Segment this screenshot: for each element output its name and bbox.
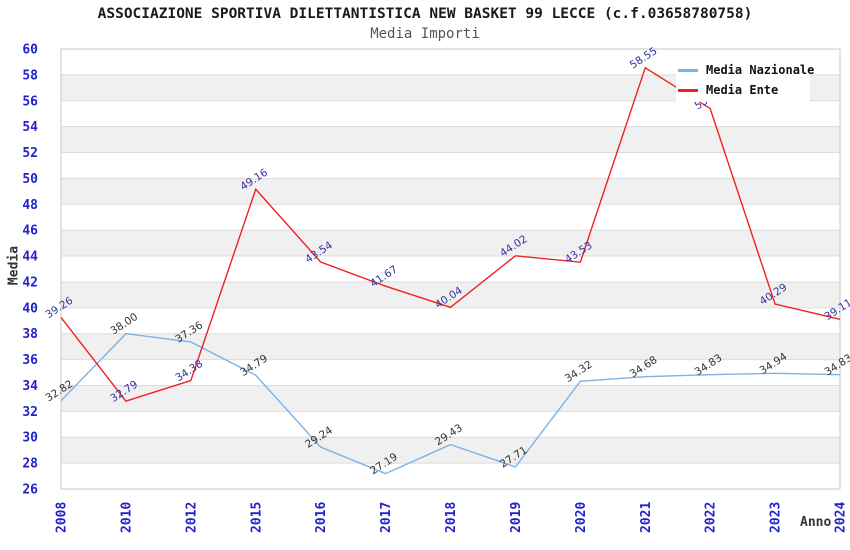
- x-tick-label: 2012: [184, 502, 199, 533]
- y-tick-label: 60: [22, 43, 38, 58]
- x-tick-label: 2017: [379, 502, 394, 533]
- x-tick-label: 2015: [249, 502, 264, 533]
- y-tick-label: 28: [22, 457, 38, 472]
- chart-title: ASSOCIAZIONE SPORTIVA DILETTANTISTICA NE…: [97, 6, 753, 22]
- y-tick-label: 40: [22, 301, 38, 316]
- y-axis-title: Media: [6, 245, 22, 286]
- y-tick-label: 32: [22, 405, 38, 420]
- y-tick-label: 42: [22, 275, 38, 290]
- band: [61, 178, 840, 205]
- x-tick-label: 2019: [509, 502, 524, 533]
- x-tick-label: 2018: [444, 502, 459, 533]
- y-tick-label: 26: [22, 483, 38, 498]
- y-tick-label: 54: [22, 120, 38, 135]
- legend-swatch-media-nazionale-icon: [678, 68, 698, 72]
- y-tick-label: 52: [22, 146, 38, 161]
- band: [61, 385, 840, 412]
- x-tick-label: 2008: [55, 502, 70, 533]
- x-tick-label: 2016: [314, 502, 329, 533]
- y-tick-label: 36: [22, 353, 38, 368]
- x-axis-title: Anno: [800, 515, 832, 530]
- y-tick-label: 58: [22, 68, 38, 83]
- band: [61, 333, 840, 360]
- data-label: 34.38: [173, 358, 205, 384]
- x-tick-label: 2023: [769, 502, 784, 533]
- plot-border: [60, 48, 841, 490]
- y-tick-label: 30: [22, 431, 38, 446]
- legend-item-media-ente: Media Ente: [676, 83, 810, 97]
- band: [61, 126, 840, 153]
- x-tick-label: 2022: [704, 502, 719, 533]
- y-tick-label: 56: [22, 94, 38, 109]
- y-tick-label: 44: [22, 250, 38, 265]
- x-tick-label: 2024: [834, 502, 849, 533]
- band: [61, 281, 840, 308]
- legend: Media Nazionale Media Ente: [676, 58, 814, 102]
- x-tick-label: 2020: [574, 502, 589, 533]
- y-tick-label: 48: [22, 198, 38, 213]
- y-tick-label: 50: [22, 172, 38, 187]
- legend-swatch-media-ente-icon: [678, 88, 698, 92]
- y-tick-label: 38: [22, 327, 38, 342]
- x-tick-label: 2021: [639, 502, 654, 533]
- band: [61, 230, 840, 257]
- band: [61, 437, 840, 464]
- legend-label-media-nazionale: Media Nazionale: [706, 63, 815, 77]
- legend-item-media-nazionale: Media Nazionale: [676, 63, 814, 77]
- chart-subtitle: Media Importi: [370, 26, 480, 42]
- y-tick-label: 34: [22, 379, 38, 394]
- legend-label-media-ente: Media Ente: [706, 83, 779, 97]
- x-tick-label: 2010: [119, 502, 134, 533]
- series-line-media-nazionale: [60, 332, 841, 475]
- y-tick-label: 46: [22, 224, 38, 239]
- series-line-media-ente: [60, 66, 841, 402]
